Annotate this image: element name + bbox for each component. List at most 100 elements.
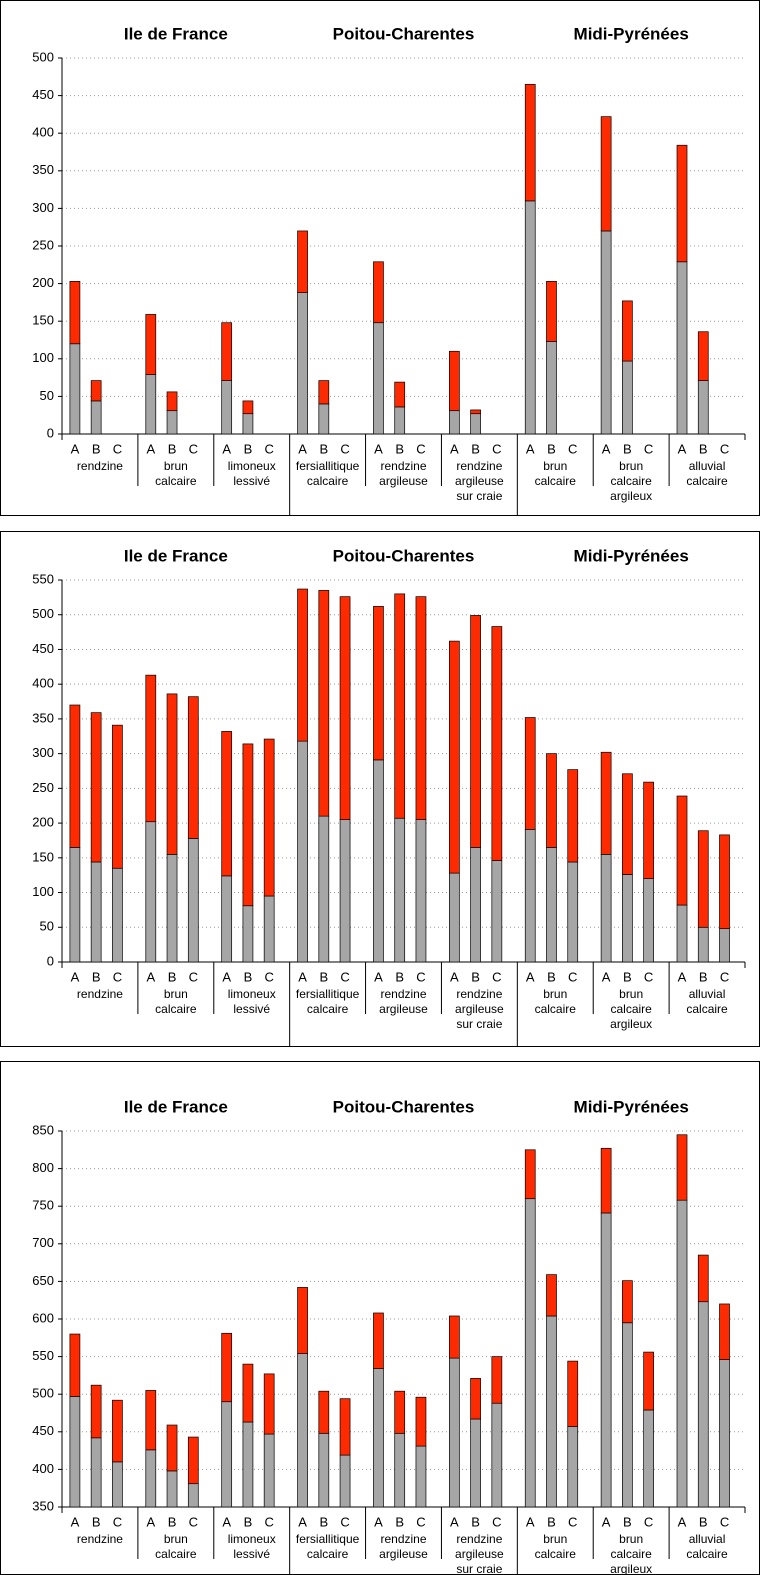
x-tick-label: B — [395, 969, 404, 984]
bar-segment — [394, 593, 406, 819]
x-tick-label: B — [623, 1514, 632, 1529]
bar-segment — [69, 1396, 81, 1508]
group-label: rendzine — [77, 459, 123, 473]
x-tick-label: B — [471, 441, 480, 456]
bar-segment — [145, 674, 157, 823]
region-title: Midi-Pyrénées — [574, 1097, 689, 1116]
x-tick-label: B — [471, 969, 480, 984]
x-tick-label: B — [319, 1514, 328, 1529]
bar-segment — [339, 1454, 351, 1508]
bar-segment — [524, 83, 536, 202]
group-label: limoneux — [228, 987, 276, 1001]
bar-segment — [448, 410, 460, 435]
bar-segment — [166, 1470, 178, 1508]
y-tick-label: 450 — [32, 641, 54, 656]
group-label: limoneux — [228, 1532, 276, 1546]
bar-segment — [567, 861, 579, 963]
y-tick-label: 50 — [40, 919, 54, 934]
x-tick-label: A — [678, 969, 687, 984]
bar-segment — [297, 292, 308, 435]
y-tick-label: 350 — [32, 710, 54, 725]
bar-segment — [415, 596, 427, 820]
y-tick-label: 650 — [32, 1273, 54, 1288]
y-tick-label: 700 — [32, 1235, 54, 1250]
bar-segment — [69, 1333, 81, 1397]
y-tick-label: 400 — [32, 1461, 54, 1476]
region-title: Midi-Pyrénées — [574, 546, 689, 565]
bar-segment — [567, 769, 579, 863]
x-tick-label: A — [602, 1514, 611, 1529]
bar-segment — [448, 350, 460, 412]
bar-segment — [242, 1363, 254, 1423]
x-tick-label: B — [92, 441, 101, 456]
bar-segment — [69, 343, 81, 435]
x-tick-label: C — [113, 969, 122, 984]
bar-segment — [263, 738, 275, 897]
bar-segment — [373, 1312, 384, 1369]
bar-segment — [297, 230, 308, 293]
bar-segment — [470, 847, 481, 963]
group-label: brun — [543, 459, 567, 473]
bar-segment — [242, 400, 254, 415]
group-label: rendzine — [380, 987, 426, 1001]
y-tick-label: 800 — [32, 1160, 54, 1175]
bar-segment — [69, 704, 81, 848]
x-tick-label: C — [416, 1514, 425, 1529]
group-label: brun — [543, 987, 567, 1001]
x-tick-label: C — [340, 1514, 349, 1529]
y-tick-label: 100 — [32, 884, 54, 899]
x-tick-label: B — [547, 441, 556, 456]
bar-segment — [643, 1351, 654, 1411]
bar-segment — [622, 874, 633, 963]
bar-segment — [676, 144, 688, 263]
bar-segment — [166, 391, 178, 412]
y-tick-label: 500 — [32, 49, 54, 64]
x-tick-label: C — [720, 969, 729, 984]
group-label: argileuse — [455, 1547, 504, 1561]
chart: 0 50 100 150 200 250 300 350 400 450 500 550 Ile de … — [0, 531, 760, 1047]
region-title: Ile de France — [124, 546, 228, 565]
x-tick-label: C — [340, 969, 349, 984]
y-tick-label: 200 — [32, 815, 54, 830]
y-tick-label: 250 — [32, 780, 54, 795]
region-title: Ile de France — [124, 1097, 228, 1116]
bar-segment — [448, 1315, 460, 1359]
bar-segment — [524, 200, 536, 435]
x-tick-label: C — [644, 969, 653, 984]
bar-segment — [297, 740, 308, 963]
bar-segment — [373, 261, 384, 324]
bar-segment — [187, 838, 199, 963]
bar-segment — [318, 815, 330, 963]
bar-segment — [69, 280, 81, 345]
bar-segment — [297, 1353, 308, 1508]
chart-border — [0, 531, 760, 1047]
y-tick-label: 550 — [32, 1348, 54, 1363]
bar-segment — [491, 1402, 503, 1508]
y-tick-label: 200 — [32, 275, 54, 290]
bar-segment — [546, 753, 557, 848]
bar-segment — [524, 1198, 536, 1508]
x-tick-label: A — [678, 1514, 687, 1529]
group-label: alluvial — [689, 459, 726, 473]
x-tick-label: C — [492, 969, 501, 984]
x-tick-label: A — [146, 441, 155, 456]
bar-segment — [448, 1357, 460, 1508]
bar-segment — [697, 380, 709, 435]
bar-segment — [697, 926, 709, 963]
bar-segment — [373, 759, 384, 963]
group-label: calcaire — [686, 1547, 728, 1561]
x-tick-label: C — [113, 1514, 122, 1529]
x-tick-label: A — [526, 441, 535, 456]
x-tick-label: B — [92, 1514, 101, 1529]
bar-segment — [643, 878, 654, 963]
x-tick-label: A — [450, 969, 459, 984]
bar-segment — [339, 1398, 351, 1456]
bar-segment — [394, 1432, 406, 1508]
x-tick-label: B — [244, 1514, 253, 1529]
y-tick-label: 550 — [32, 571, 54, 586]
x-tick-label: A — [450, 441, 459, 456]
y-tick-label: 150 — [32, 849, 54, 864]
bar-segment — [166, 410, 178, 435]
bar-segment — [221, 731, 233, 877]
